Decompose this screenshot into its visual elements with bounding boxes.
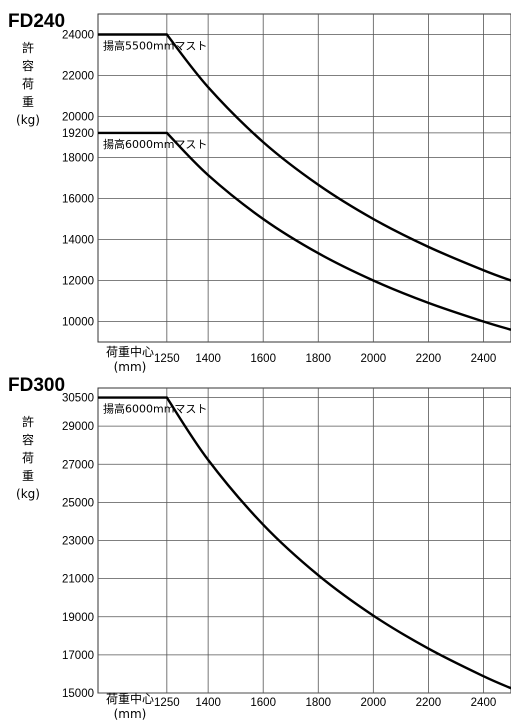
fd300-xtick-label: 1800 <box>305 697 331 709</box>
fd240-xtick-label: 1250 <box>154 353 180 365</box>
fd300-ytick-label: 15000 <box>62 688 94 700</box>
fd240-xtick-label: 2200 <box>416 353 442 365</box>
fd240-xlabel-line: 荷重中心 <box>106 344 154 359</box>
fd300-ytick-label: 19000 <box>62 612 94 624</box>
fd240-ylabel-line: 重 <box>22 95 34 109</box>
fd300-series-line <box>98 396 511 690</box>
fd240-model-title: FD240 <box>8 11 65 32</box>
fd240-ytick-label: 22000 <box>62 71 94 83</box>
fd240-series-line <box>98 131 511 331</box>
fd300-series-label: 揚高6000mmマスト <box>103 402 207 416</box>
fd240-ylabel-line: (kg) <box>16 113 40 127</box>
fd300-xlabel-line: 荷重中心 <box>106 691 154 706</box>
fd300-xtick-label: 2400 <box>471 697 497 709</box>
fd300-xtick-label: 2000 <box>361 697 387 709</box>
fd240-series-line <box>98 33 511 282</box>
fd300-ytick-label: 23000 <box>62 536 94 548</box>
fd300-ytick-label: 25000 <box>62 497 94 509</box>
fd240-ylabel-line: 許 <box>22 41 34 55</box>
fd300-ylabel-line: 荷 <box>22 451 34 465</box>
fd300-xtick-label: 1600 <box>250 697 276 709</box>
fd240-series-label: 揚高6000mmマスト <box>103 137 207 151</box>
fd300-xtick-label: 2200 <box>416 697 442 709</box>
fd240-xtick-label: 2000 <box>361 353 387 365</box>
fd240-ytick-label: 16000 <box>62 194 94 206</box>
fd240-ytick-label: 24000 <box>62 30 94 42</box>
fd300-ylabel-line: 許 <box>22 415 34 429</box>
fd240-ytick-label: 10000 <box>62 317 94 329</box>
fd300-ytick-label: 30500 <box>62 393 94 405</box>
fd240-ytick-label: 14000 <box>62 235 94 247</box>
fd240-plot-frame <box>97 13 511 343</box>
fd240-xtick-label: 2400 <box>471 353 497 365</box>
fd240-ylabel-line: 容 <box>22 58 34 73</box>
fd300-ylabel-line: 重 <box>22 469 34 483</box>
fd300-ytick-label: 21000 <box>62 574 94 586</box>
fd300-ytick-label: 17000 <box>62 650 94 662</box>
fd300-xtick-label: 1250 <box>154 697 180 709</box>
fd300-ylabel-line: 容 <box>22 432 34 447</box>
fd240-xtick-label: 1400 <box>195 353 221 365</box>
fd240-ytick-label: 19200 <box>62 128 94 140</box>
fd240-ytick-label: 12000 <box>62 276 94 288</box>
fd300-xtick-label: 1400 <box>195 697 221 709</box>
fd240-xlabel-unit: (mm) <box>114 360 147 374</box>
fd240-series-label: 揚高5500mmマスト <box>103 39 207 53</box>
fd240-xtick-label: 1600 <box>250 353 276 365</box>
fd300-ylabel-line: (kg) <box>16 487 40 501</box>
fd300-ytick-label: 29000 <box>62 421 94 433</box>
fd240-xtick-label: 1800 <box>305 353 331 365</box>
fd240-ytick-label: 18000 <box>62 153 94 165</box>
fd300-xlabel-unit: (mm) <box>114 707 147 721</box>
fd300-ytick-label: 27000 <box>62 459 94 471</box>
fd240-ytick-label: 20000 <box>62 112 94 124</box>
fd240-ylabel-line: 荷 <box>22 77 34 91</box>
fd300-model-title: FD300 <box>8 375 65 396</box>
